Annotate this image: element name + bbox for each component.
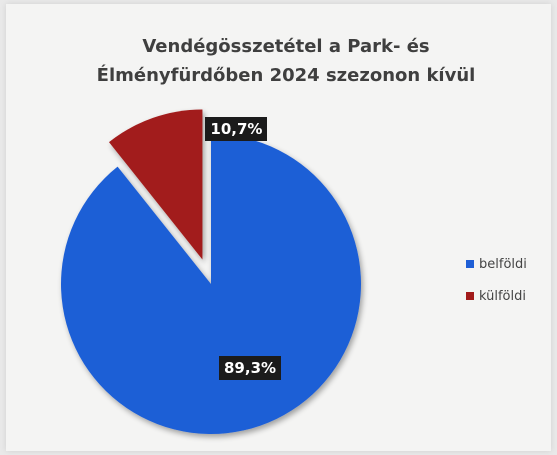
chart-title-line-2: Élményfürdőben 2024 szezonon kívül	[96, 65, 476, 86]
chart-panel: Vendégösszetétel a Park- és Élményfürdőb…	[6, 4, 551, 451]
legend-item-belfoldi: belföldi	[466, 254, 527, 274]
chart-title-line-1: Vendégösszetétel a Park- és	[142, 36, 430, 57]
data-label-belfoldi: 89,3%	[219, 356, 282, 380]
pie-slice-belfoldi	[60, 134, 361, 435]
legend-label-kulfoldi: külföldi	[479, 288, 526, 304]
pie-slice-kulfoldi	[109, 109, 203, 260]
legend-swatch-belfoldi	[466, 260, 474, 268]
data-label-kulfoldi: 10,7%	[205, 117, 268, 142]
legend: belföldi külföldi	[466, 254, 527, 318]
legend-swatch-kulfoldi	[466, 292, 474, 300]
pie-chart	[60, 109, 361, 435]
legend-item-kulfoldi: külföldi	[466, 286, 527, 306]
legend-label-belfoldi: belföldi	[479, 256, 527, 272]
chart-title: Vendégösszetétel a Park- és Élményfürdőb…	[46, 32, 526, 90]
